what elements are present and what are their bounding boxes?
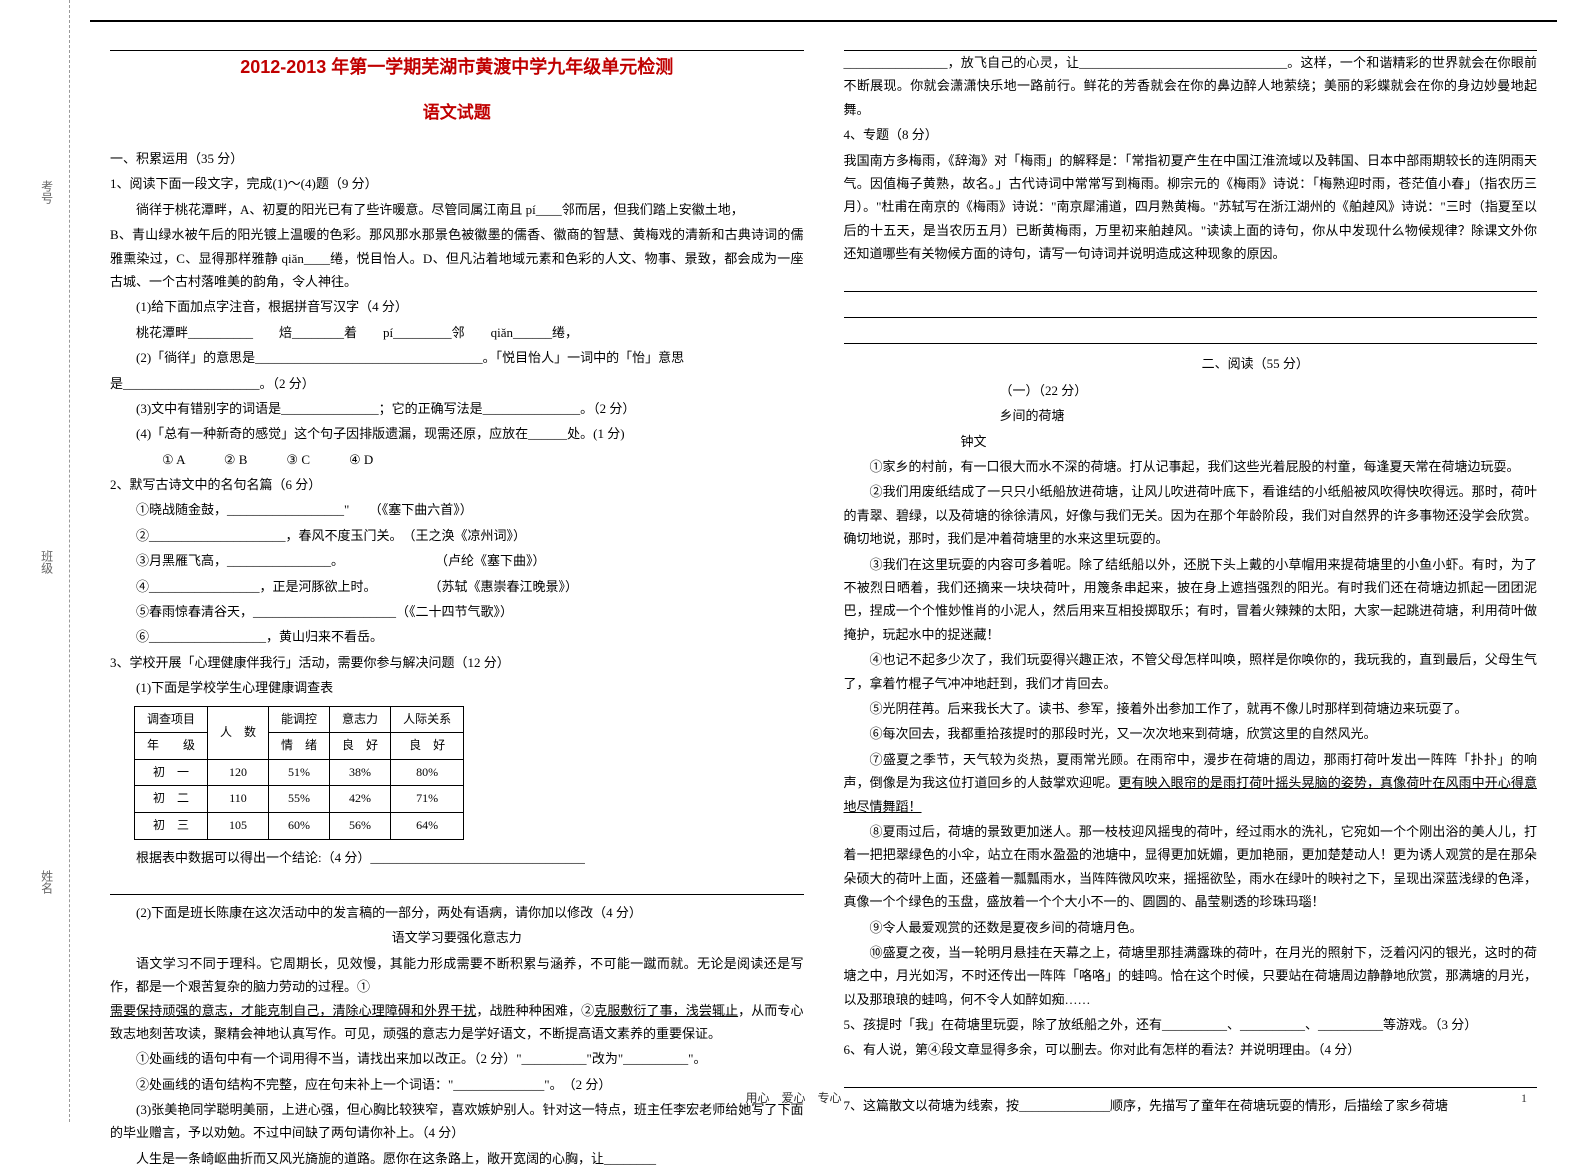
th: 意志力 — [330, 706, 391, 733]
answer-blank — [110, 875, 804, 895]
q1-3: (3)文中有错别字的词语是_______________；它的正确写法是____… — [110, 397, 804, 420]
para-4: ④也记不起多少次了，我们玩耍得兴趣正浓，不管父母怎样叫唤，照样是你唤你的，我玩我… — [844, 648, 1538, 695]
page-number: 1 — [1521, 1088, 1527, 1110]
footer-text: 用心 爱心 专心 — [745, 1091, 841, 1105]
q3-2-title: 语文学习要强化意志力 — [110, 926, 804, 949]
exam-subtitle: 语文试题 — [110, 98, 804, 129]
page-footer: 用心 爱心 专心 1 — [0, 1088, 1587, 1110]
q1-body-a: 徜徉于桃花潭畔，A、初夏的阳光已有了些许暖意。尽管同属江南且 pí____邻而居… — [110, 198, 804, 221]
th: 人际关系 — [391, 706, 464, 733]
th: 人 数 — [208, 706, 269, 759]
q1-4-opts: ① A ② B ③ C ④ D — [110, 448, 804, 471]
para-7: ⑦盛夏之季节，天气较为炎热，夏雨常光顾。在雨帘中，漫步在荷塘的周边，那雨打荷叶发… — [844, 748, 1538, 818]
exam-title: 2012-2013 年第一学期芜湖市黄渡中学九年级单元检测 — [110, 51, 804, 83]
q1-1-items: 桃花潭畔__________ 焙________着 pí_________邻 q… — [110, 321, 804, 344]
q1-2: (2)「徜徉」的意思是_____________________________… — [110, 346, 804, 369]
section2-title: 二、阅读（55 分） — [844, 352, 1538, 375]
left-column: 2012-2013 年第一学期芜湖市黄渡中学九年级单元检测 语文试题 一、积累运… — [90, 20, 824, 1112]
q4: 4、专题（8 分） — [844, 123, 1538, 146]
q5: 5、孩提时「我」在荷塘里玩耍，除了放纸船之外，还有__________、____… — [844, 1013, 1538, 1036]
para-3: ③我们在这里玩耍的内容可多着呢。除了结纸船以外，还脱下头上戴的小草帽用来提荷塘里… — [844, 553, 1538, 647]
article-author: 钟文 — [844, 430, 1538, 453]
answer-blank — [844, 1068, 1538, 1088]
binding-label-name: 姓名 — [35, 870, 57, 894]
cont1: ________________，放飞自己的心灵，让______________… — [844, 51, 1538, 121]
binding-margin: 考号 班级 姓名 — [0, 0, 70, 1122]
q2-2: ②_____________________，春风不度玉门关。 （王之涣《凉州词… — [110, 524, 804, 547]
q3-2-a: ①处画线的语句中有一个词用得不当，请找出来加以改正。（2 分）"________… — [110, 1047, 804, 1070]
q3-1-tail: 根据表中数据可以得出一个结论:（4 分）____________________… — [110, 846, 804, 869]
q2: 2、默写古诗文中的名句名篇（6 分） — [110, 473, 804, 496]
part1-title: （一）（22 分） — [844, 379, 1538, 402]
th: 能调控 — [269, 706, 330, 733]
q1-1: (1)给下面加点字注音，根据拼音写汉字（4 分） — [110, 295, 804, 318]
table-header-row-1: 调查项目 人 数 能调控 意志力 人际关系 — [135, 706, 464, 733]
th: 年 级 — [135, 733, 208, 760]
th: 情 绪 — [269, 733, 330, 760]
q2-4: ④_________________，正是河豚欲上时。 （苏轼《惠崇春江晚景》） — [110, 575, 804, 598]
q1-2b: 是_____________________。（2 分） — [110, 372, 804, 395]
q2-5: ⑤春雨惊春清谷天，______________________（《二十四节气歌》… — [110, 600, 804, 623]
answer-blank — [844, 324, 1538, 344]
q2-6: ⑥__________________，黄山归来不看岳。 — [110, 625, 804, 648]
binding-label-class: 班级 — [35, 550, 57, 574]
right-column: ________________，放飞自己的心灵，让______________… — [824, 20, 1558, 1112]
para-2: ②我们用废纸结成了一只只小纸船放进荷塘，让风儿吹进荷叶底下，看谁结的小纸船被风吹… — [844, 480, 1538, 550]
content-area: 2012-2013 年第一学期芜湖市黄渡中学九年级单元检测 语文试题 一、积累运… — [70, 0, 1587, 1122]
q2-1: ①晓战随金鼓，__________________" （《塞下曲六首》） — [110, 498, 804, 521]
q1-4: (4)「总有一种新奇的感觉」这个句子因排版遗漏，现需还原，应放在______处。… — [110, 422, 804, 445]
table-row: 初 三 105 60% 56% 64% — [135, 812, 464, 839]
q3-3-body: 人生是一条崎岖曲折而又风光旖旎的道路。愿你在这条路上，敞开宽阔的心胸，让____… — [110, 1147, 804, 1170]
binding-label-exam-id: 考号 — [35, 180, 57, 204]
para-8: ⑧夏雨过后，荷塘的景致更加迷人。那一枝枝迎风摇曳的荷叶，经过雨水的洗礼，它宛如一… — [844, 820, 1538, 914]
q1-body-b: B、青山绿水被午后的阳光镀上温暖的色彩。那风那水那景色被徽墨的儒香、徽商的智慧、… — [110, 223, 804, 293]
q3: 3、学校开展「心理健康伴我行」活动，需要你参与解决问题（12 分） — [110, 651, 804, 674]
para-5: ⑤光阴荏苒。后来我长大了。读书、参军，接着外出参加工作了，就再不像儿时那样到荷塘… — [844, 697, 1538, 720]
section1-title: 一、积累运用（35 分） — [110, 147, 804, 170]
q1: 1、阅读下面一段文字，完成(1)～(4)题（9 分） — [110, 172, 804, 195]
table-row: 初 二 110 55% 42% 71% — [135, 786, 464, 813]
th: 良 好 — [330, 733, 391, 760]
article-title: 乡间的荷塘 — [844, 404, 1538, 427]
q2-3: ③月黑雁飞高，________________。 （卢纶《塞下曲》） — [110, 549, 804, 572]
article-body: ①家乡的村前，有一口很大而水不深的荷塘。打从记事起，我们这些光着屁股的村童，每逢… — [844, 455, 1538, 1011]
q3-2: (2)下面是班长陈康在这次活动中的发言稿的一部分，两处有语病，请你加以修改（4 … — [110, 901, 804, 924]
q4-body: 我国南方多梅雨，《辞海》对「梅雨」的解释是：「常指初夏产生在中国江淮流域以及韩国… — [844, 149, 1538, 266]
q3-2-body: 语文学习不同于理科。它周期长，见效慢，其能力形成需要不断积累与涵养，不可能一蹴而… — [110, 952, 804, 1046]
th: 调查项目 — [135, 706, 208, 733]
table-row: 初 一 120 51% 38% 80% — [135, 759, 464, 786]
answer-blank — [844, 272, 1538, 292]
q3-1: (1)下面是学校学生心理健康调查表 — [110, 676, 804, 699]
answer-blank — [844, 298, 1538, 318]
para-1: ①家乡的村前，有一口很大而水不深的荷塘。打从记事起，我们这些光着屁股的村童，每逢… — [844, 455, 1538, 478]
para-6: ⑥每次回去，我都重拾孩提时的那段时光，又一次次地来到荷塘，欣赏这里的自然风光。 — [844, 722, 1538, 745]
table-header-row-2: 年 级 情 绪 良 好 良 好 — [135, 733, 464, 760]
para-10: ⑩盛夏之夜，当一轮明月悬挂在天幕之上，荷塘里那挂满露珠的荷叶，在月光的照射下，泛… — [844, 941, 1538, 1011]
para-9: ⑨令人最爱观赏的还数是夏夜乡间的荷塘月色。 — [844, 916, 1538, 939]
survey-table: 调查项目 人 数 能调控 意志力 人际关系 年 级 情 绪 良 好 良 好 初 … — [134, 706, 464, 840]
th: 良 好 — [391, 733, 464, 760]
q6: 6、有人说，第④段文章显得多余，可以删去。你对此有怎样的看法？并说明理由。（4 … — [844, 1038, 1538, 1061]
